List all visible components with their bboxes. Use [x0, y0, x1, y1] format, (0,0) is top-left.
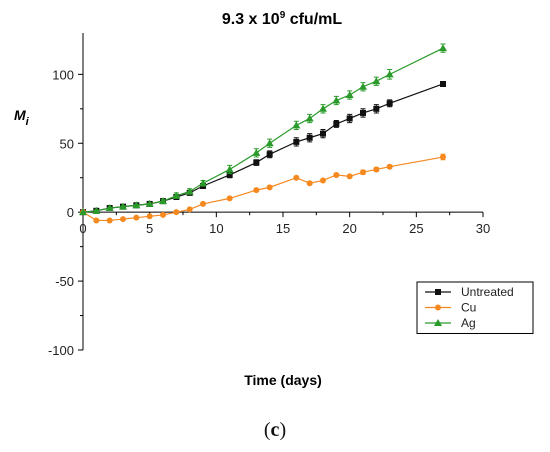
data-point-cu [306, 180, 313, 187]
x-tick-label: 0 [79, 221, 86, 236]
y-axis-label: Mi [14, 107, 30, 128]
series-line-cu [82, 156, 444, 222]
data-point-ag [292, 121, 301, 129]
data-point-cu [146, 213, 153, 220]
data-point-ag [305, 114, 314, 122]
data-point-ag [359, 82, 367, 90]
data-point-untreated [440, 80, 446, 87]
legend-marker-untreated [435, 289, 441, 295]
data-point-ag [92, 206, 101, 214]
caption-close: ) [279, 419, 287, 441]
data-point-cu [93, 217, 100, 224]
series-ag [79, 43, 447, 216]
data-point-untreated [346, 115, 353, 122]
caption-open: ( [263, 419, 271, 441]
data-point-cu [360, 169, 366, 176]
data-point-ag [265, 139, 274, 147]
data-point-cu [266, 184, 273, 191]
data-point-untreated [226, 171, 233, 178]
data-point-cu [440, 154, 446, 161]
y-tick-label: 100 [52, 67, 74, 82]
y-tick-label: 50 [60, 136, 74, 151]
data-point-ag [385, 70, 394, 78]
data-point-ag [185, 187, 194, 195]
legend-marker-ag [434, 319, 442, 326]
chart-title-main: 9.3 x 10 [222, 11, 280, 28]
data-point-cu [120, 216, 126, 223]
data-point-ag [132, 201, 141, 209]
series-line-ag [82, 47, 444, 213]
data-point-ag [119, 202, 127, 210]
data-point-ag [252, 148, 261, 156]
data-point-ag [172, 191, 181, 199]
x-tick-label: 20 [342, 221, 356, 236]
caption-letter: c [270, 419, 280, 441]
series-cu [80, 153, 446, 224]
data-point-cu [106, 217, 113, 224]
data-point-cu [333, 171, 340, 178]
data-point-untreated [333, 120, 340, 127]
x-tick-label: 25 [409, 221, 423, 236]
data-point-ag [372, 77, 381, 85]
data-point-untreated [320, 130, 326, 137]
x-tick-label: 15 [276, 221, 290, 236]
x-tick-label: 30 [476, 221, 490, 236]
data-point-ag [332, 96, 341, 104]
data-point-untreated [253, 159, 260, 166]
y-tick-label: 0 [67, 205, 74, 220]
data-point-cu [200, 200, 206, 207]
x-axis-label: Time (days) [244, 372, 322, 388]
data-point-untreated [266, 151, 273, 158]
data-point-ag [159, 197, 167, 205]
data-point-cu [226, 195, 233, 202]
legend-label-cu: Cu [461, 301, 476, 315]
y-tick-label: -100 [48, 343, 74, 358]
data-point-ag [199, 179, 207, 187]
data-point-cu [160, 211, 166, 218]
data-point-untreated [306, 134, 313, 141]
data-point-ag [105, 204, 114, 212]
y-tick-label: -50 [55, 274, 74, 289]
figure-caption: (c) [0, 419, 550, 442]
legend-label-untreated: Untreated [461, 285, 514, 299]
data-point-untreated [293, 138, 300, 145]
legend-marker-cu [435, 304, 441, 311]
chart-title-rest: cfu/mL [285, 11, 342, 28]
x-tick-label: 5 [146, 221, 153, 236]
legend-label-ag: Ag [461, 316, 476, 330]
data-point-cu [186, 206, 193, 213]
axes-group: 0 5 10 15 20 25 30 -100 -50 0 50 100 [48, 33, 490, 358]
chart-title-sup: 9 [280, 10, 286, 21]
series-layer [79, 43, 447, 224]
x-tick-label: 10 [209, 221, 223, 236]
y-axis-label-main: M [14, 107, 26, 123]
data-point-cu [386, 163, 393, 170]
data-point-ag [225, 165, 234, 173]
data-point-ag [345, 91, 354, 99]
data-point-cu [320, 177, 326, 184]
data-point-cu [373, 166, 380, 173]
chart-title: 9.3 x 109 cfu/mL [222, 10, 343, 28]
data-point-ag [79, 208, 87, 216]
data-point-untreated [373, 105, 380, 112]
data-point-cu [133, 214, 140, 221]
data-point-ag [319, 104, 327, 112]
data-point-untreated [386, 100, 393, 107]
data-point-ag [145, 199, 154, 207]
y-axis-label-sub: i [26, 116, 30, 128]
data-point-ag [439, 44, 447, 52]
data-point-cu [253, 187, 260, 194]
data-point-cu [173, 209, 180, 216]
data-point-cu [346, 173, 353, 180]
data-point-untreated [360, 109, 366, 116]
data-point-cu [293, 174, 300, 181]
